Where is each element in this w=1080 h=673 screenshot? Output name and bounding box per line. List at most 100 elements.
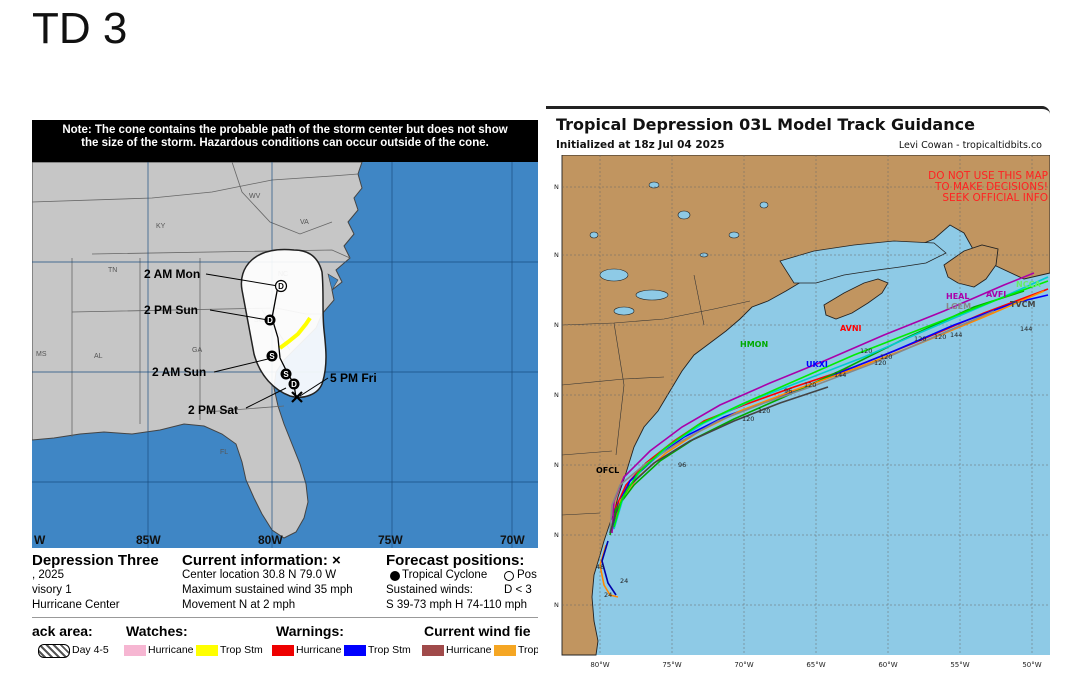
tropical-cyclone-dot-icon xyxy=(390,571,400,581)
lon-label: 50°W xyxy=(1022,661,1041,669)
nhc-map: WV KY VA TN NC SC GA AL MS FL D xyxy=(32,162,538,548)
legend-divider xyxy=(32,617,538,618)
lon-label-80w: 80W xyxy=(258,533,283,547)
lakes xyxy=(589,181,769,316)
marker-2am-mon[interactable] xyxy=(274,279,288,293)
marker-sat-d-letter: D xyxy=(291,380,297,389)
trop-storm-watch-label: Trop Stm xyxy=(220,644,263,656)
north-america-land xyxy=(561,155,1050,656)
state-label-ms: MS xyxy=(36,351,47,358)
disclaimer-line-2: TO MAKE DECISIONS! xyxy=(934,181,1048,193)
current-info-heading: Current information: × xyxy=(182,552,341,569)
issuing-center: Hurricane Center xyxy=(32,599,120,611)
hour-label: 24 xyxy=(604,591,612,599)
state-label-wv: WV xyxy=(249,193,261,200)
lat-label: N xyxy=(554,461,559,469)
model-label-ofcl: OFCL xyxy=(596,466,619,475)
hour-label: 120 xyxy=(758,407,770,415)
ts-warning-coast xyxy=(278,316,312,350)
marker-2am-sun[interactable] xyxy=(266,350,278,362)
trop-wind-swatch xyxy=(494,645,516,656)
lon-label-70w: 70W xyxy=(500,533,525,547)
label-5pm-fri: 5 PM Fri xyxy=(330,371,377,385)
marker-2am-sun-letter: S xyxy=(269,352,275,361)
cone-disclaimer-note: Note: The cone contains the probable pat… xyxy=(32,120,538,162)
max-wind: Maximum sustained wind 35 mph xyxy=(182,584,353,596)
watches-heading: Watches: xyxy=(126,623,188,639)
marker-sat-d[interactable] xyxy=(288,378,300,390)
lon-label-85w: 85W xyxy=(136,533,161,547)
nhc-cone-graphic[interactable]: Note: The cone contains the probable pat… xyxy=(32,108,538,673)
hurricane-watch-label: Hurricane xyxy=(148,644,194,656)
lon-label: 65°W xyxy=(806,661,825,669)
state-label-ky: KY xyxy=(156,223,166,230)
hurricane-warning-label: Hurricane xyxy=(296,644,342,656)
post-tropical-label: Pos xyxy=(517,569,537,581)
state-label-tn: TN xyxy=(108,267,117,274)
day45-swatch-icon xyxy=(38,644,70,658)
init-time: Initialized at 18z Jul 04 2025 xyxy=(556,139,725,151)
state-borders xyxy=(32,162,359,437)
lat-label: N xyxy=(554,531,559,539)
hour-label: 120 xyxy=(914,335,926,343)
model-label-heal: HEAL xyxy=(946,292,969,301)
hour-label: 96 xyxy=(678,461,686,469)
hurricane-wind-label: Hurricane xyxy=(446,644,492,656)
model-guidance-graphic[interactable]: Tropical Depression 03L Model Track Guid… xyxy=(546,106,1050,673)
warnings-heading: Warnings: xyxy=(276,623,344,639)
marker-2pm-sun[interactable] xyxy=(264,314,276,326)
hour-label: 120 xyxy=(860,347,872,355)
lat-label: N xyxy=(554,321,559,329)
hour-label: 144 xyxy=(950,331,962,339)
hurricane-watch-swatch xyxy=(124,645,146,656)
movement: Movement N at 2 mph xyxy=(182,599,296,611)
lat-label: N xyxy=(554,391,559,399)
lon-label: 55°W xyxy=(950,661,969,669)
s-h-ranges: S 39-73 mph H 74-110 mph xyxy=(386,599,528,611)
lon-label: 75°W xyxy=(662,661,681,669)
hour-label: 96 xyxy=(784,387,792,395)
hour-label: 120 xyxy=(742,415,754,423)
sustained-winds-label: Sustained winds: xyxy=(386,584,473,596)
marker-2am-mon-letter: D xyxy=(278,282,284,291)
model-label-avfi: AVFI xyxy=(986,290,1006,299)
lon-label-75w: 75W xyxy=(378,533,403,547)
newfoundland xyxy=(943,244,999,288)
marker-2pm-sat[interactable] xyxy=(280,368,292,380)
disclaimer-line-3: SEEK OFFICIAL INFO xyxy=(942,192,1048,204)
hour-label: 120 xyxy=(874,359,886,367)
track-area-heading: ack area: xyxy=(32,623,93,639)
lat-label: N xyxy=(554,183,559,191)
hour-label: 144 xyxy=(1020,325,1032,333)
hurricane-warning-swatch xyxy=(272,645,294,656)
lon-label: 80°W xyxy=(590,661,609,669)
state-label-al: AL xyxy=(94,353,103,360)
hour-label: 144 xyxy=(834,371,846,379)
marker-2pm-sat-letter: S xyxy=(283,370,289,379)
note-line-2: the size of the storm. Hazardous conditi… xyxy=(81,137,489,149)
state-label-va: VA xyxy=(300,219,309,226)
day45-label: Day 4-5 xyxy=(72,644,109,656)
pamlico-sound xyxy=(327,273,339,291)
marker-2pm-sun-letter: D xyxy=(267,316,273,325)
label-2pm-sat: 2 PM Sat xyxy=(188,403,238,417)
lon-label-edge: W xyxy=(34,533,46,547)
forecast-heading: Forecast positions: xyxy=(386,552,525,569)
advisory-number: visory 1 xyxy=(32,584,72,596)
current-wind-heading: Current wind fie xyxy=(424,623,531,639)
post-title: TD 3 xyxy=(32,4,128,53)
trop-storm-watch-swatch xyxy=(196,645,218,656)
lat-label: N xyxy=(554,601,559,609)
nhc-legend: Depression Three , 2025 visory 1 Hurrica… xyxy=(32,548,538,673)
nova-scotia xyxy=(823,278,889,320)
hour-label: 120 xyxy=(934,333,946,341)
label-2am-mon: 2 AM Mon xyxy=(144,267,200,281)
current-position-x[interactable] xyxy=(291,391,303,403)
borders xyxy=(561,274,751,516)
hour-label: 48 xyxy=(596,563,604,571)
model-label-hmon: HMON xyxy=(740,340,768,349)
credit: Levi Cowan - tropicaltidbits.co xyxy=(898,140,1042,151)
model-label-ncca: NCCA xyxy=(1016,280,1041,289)
advisory-date: , 2025 xyxy=(32,569,64,581)
trop-storm-warning-swatch xyxy=(344,645,366,656)
